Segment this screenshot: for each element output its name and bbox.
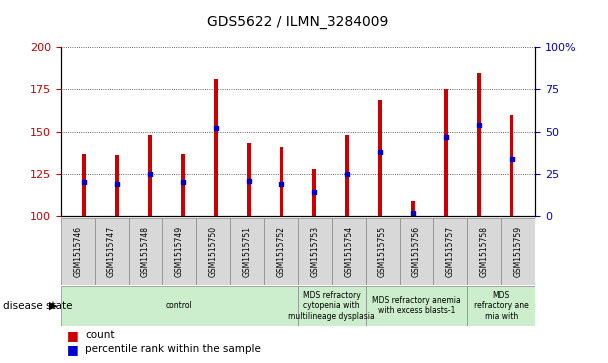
Bar (61, 218, 95, 285)
Bar (477, 73, 480, 216)
Text: GSM1515749: GSM1515749 (175, 226, 184, 277)
Point (178, 179, 188, 185)
Point (80, 179, 89, 185)
Text: GDS5622 / ILMN_3284009: GDS5622 / ILMN_3284009 (207, 15, 389, 29)
Point (408, 210, 418, 216)
Bar (196, 218, 230, 285)
Text: GSM1515748: GSM1515748 (141, 226, 150, 277)
Bar (264, 218, 298, 285)
Point (506, 156, 516, 162)
Point (474, 122, 483, 128)
Bar (510, 115, 514, 216)
Text: disease state: disease state (3, 301, 72, 311)
Text: MDS refractory
cytopenia with
multilineage dysplasia: MDS refractory cytopenia with multilinea… (288, 291, 375, 321)
Text: ▶: ▶ (49, 301, 58, 311)
Bar (116, 155, 119, 216)
Point (309, 189, 319, 195)
Bar (468, 286, 535, 326)
Text: GSM1515755: GSM1515755 (378, 226, 387, 277)
Point (375, 149, 385, 155)
Bar (230, 218, 264, 285)
Bar (411, 201, 415, 216)
Text: GSM1515752: GSM1515752 (277, 226, 286, 277)
Bar (82, 154, 86, 216)
Bar (298, 218, 332, 285)
Text: ■: ■ (67, 343, 78, 356)
Point (211, 125, 221, 131)
Text: GSM1515759: GSM1515759 (514, 226, 523, 277)
Bar (365, 286, 468, 326)
Point (145, 171, 155, 177)
Text: MDS refractory anemia
with excess blasts-1: MDS refractory anemia with excess blasts… (372, 296, 461, 315)
Text: GSM1515757: GSM1515757 (446, 226, 455, 277)
Bar (162, 218, 196, 285)
Text: GSM1515750: GSM1515750 (209, 226, 218, 277)
Text: control: control (166, 301, 193, 310)
Text: MDS
refractory ane
mia with: MDS refractory ane mia with (474, 291, 528, 321)
Bar (298, 286, 365, 326)
Text: GSM1515754: GSM1515754 (344, 226, 353, 277)
Bar (501, 218, 535, 285)
Text: GSM1515758: GSM1515758 (480, 226, 489, 277)
Bar (444, 89, 447, 216)
Bar (468, 218, 501, 285)
Point (342, 171, 352, 177)
Bar (378, 99, 382, 216)
Bar (148, 135, 152, 216)
Bar (61, 286, 298, 326)
Text: count: count (85, 330, 115, 340)
Bar (313, 169, 316, 216)
Text: GSM1515753: GSM1515753 (310, 226, 319, 277)
Bar (365, 218, 399, 285)
Bar (434, 218, 468, 285)
Point (112, 181, 122, 187)
Bar (247, 143, 250, 216)
Bar (214, 79, 218, 216)
Bar (332, 218, 365, 285)
Text: GSM1515747: GSM1515747 (107, 226, 116, 277)
Text: GSM1515746: GSM1515746 (73, 226, 82, 277)
Text: GSM1515751: GSM1515751 (243, 226, 252, 277)
Point (441, 134, 451, 139)
Bar (128, 218, 162, 285)
Text: ■: ■ (67, 329, 78, 342)
Bar (345, 135, 349, 216)
Bar (95, 218, 128, 285)
Bar (181, 154, 185, 216)
Text: GSM1515756: GSM1515756 (412, 226, 421, 277)
Point (277, 181, 286, 187)
Bar (399, 218, 434, 285)
Point (244, 178, 254, 183)
Bar (280, 147, 283, 216)
Text: percentile rank within the sample: percentile rank within the sample (85, 344, 261, 354)
